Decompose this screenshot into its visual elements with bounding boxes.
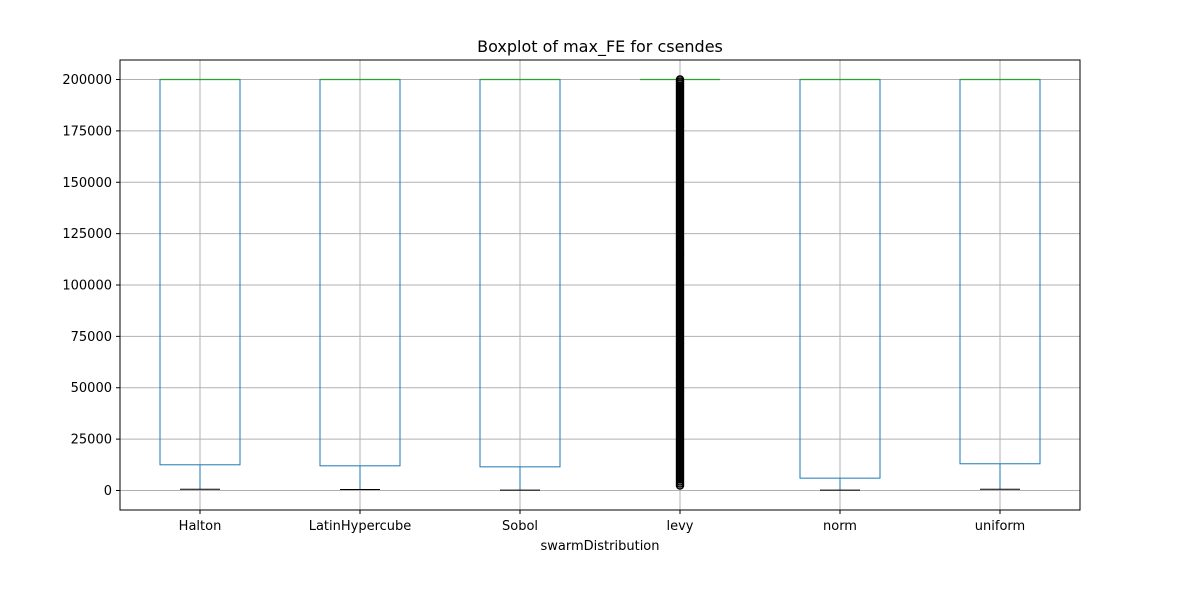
- box-uniform: [959, 78, 1041, 490]
- flier-group: [675, 75, 685, 490]
- x-tick-label: LatinHypercube: [309, 519, 412, 534]
- y-tick-label: 100000: [62, 279, 112, 294]
- y-tick-label: 200000: [62, 73, 112, 88]
- y-tick-label: 0: [104, 484, 112, 499]
- box-layer: [159, 75, 1041, 491]
- tick-layer: 0 25000 50000 75000 100000 125000 150000 175000…: [62, 73, 1025, 534]
- flier-point: [675, 481, 685, 490]
- box-levy: [640, 75, 720, 490]
- x-tick-label: Sobol: [502, 519, 538, 534]
- x-tick-label: uniform: [975, 519, 1025, 534]
- box-halton: [159, 78, 241, 490]
- y-tick-label: 150000: [62, 176, 112, 191]
- y-tick-label: 125000: [62, 227, 112, 242]
- chart-title: Boxplot of max_FE for csendes: [477, 37, 723, 57]
- box-latinhypercube: [319, 78, 401, 490]
- box-sobol: [479, 78, 561, 491]
- y-tick-label: 50000: [71, 381, 112, 396]
- box-norm: [799, 78, 881, 491]
- grid-layer: [120, 60, 1080, 510]
- y-tick-label: 75000: [71, 330, 112, 345]
- x-axis-label: swarmDistribution: [541, 539, 660, 554]
- x-tick-label: levy: [667, 519, 694, 534]
- x-tick-label: norm: [823, 519, 857, 534]
- y-tick-label: 25000: [71, 433, 112, 448]
- x-tick-label: Halton: [179, 519, 222, 534]
- y-tick-label: 175000: [62, 124, 112, 139]
